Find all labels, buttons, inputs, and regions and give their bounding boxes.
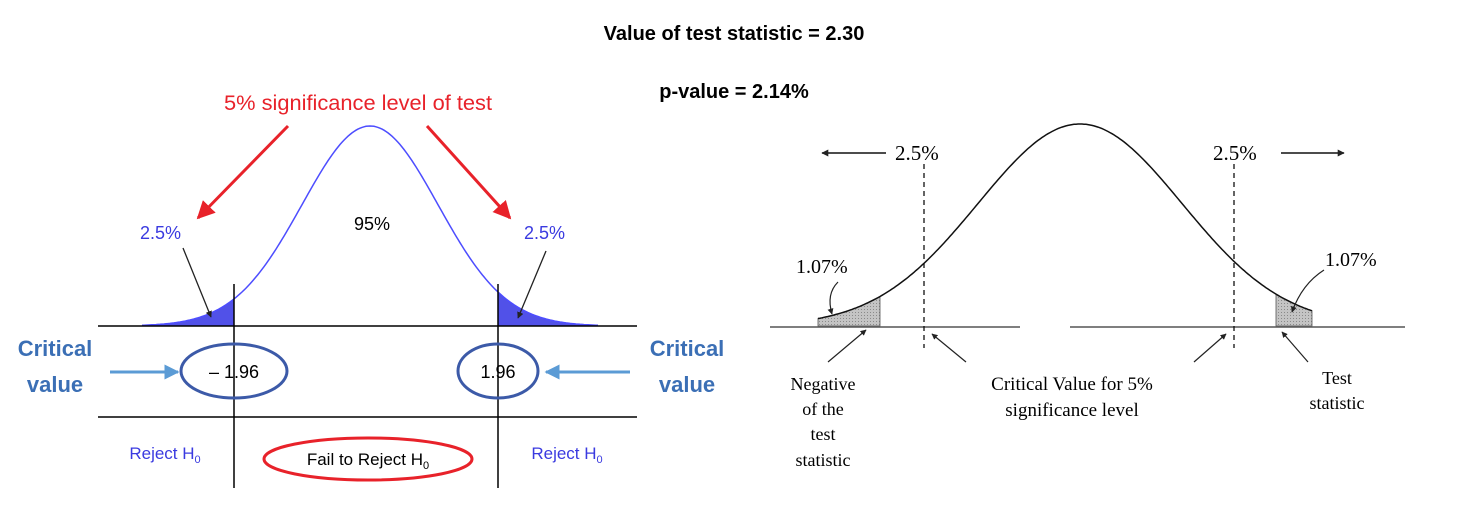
fail-to-reject-ellipse — [262, 436, 474, 482]
pos-critical-value: 1.96 — [480, 362, 515, 382]
p-value-title: p-value = 2.14% — [659, 81, 809, 103]
neg-stat-label-2: of the — [802, 399, 843, 419]
right-tail-area-pointer — [1290, 269, 1325, 313]
left-tail-area-pointer — [827, 281, 839, 315]
critical-label-right-2: value — [659, 372, 715, 397]
crit-value-label-2: significance level — [1005, 400, 1138, 421]
right-red-arrow — [425, 124, 512, 220]
critical-label-left-1: Critical — [18, 336, 93, 361]
center-percent: 95% — [354, 214, 390, 234]
neg-critical-ellipse — [179, 342, 289, 400]
right-diagram: 2.5% 2.5% 1.07% 1.07% Negative of the te… — [770, 123, 1405, 470]
left-tail-pointer — [182, 247, 212, 318]
right-shaded-tail — [1275, 293, 1313, 327]
left-rejection-region — [142, 298, 234, 326]
neg-stat-label-4: statistic — [796, 450, 851, 470]
test-stat-label-2: statistic — [1310, 393, 1365, 413]
neg-stat-pointer — [827, 329, 867, 363]
left-red-arrow — [196, 124, 290, 220]
test-stat-pointer — [1281, 331, 1309, 363]
crit-pointer-left — [931, 333, 967, 363]
neg-critical-value: – 1.96 — [209, 362, 259, 382]
crit-value-label-1: Critical Value for 5% — [991, 374, 1153, 395]
right-rejection-region — [498, 292, 598, 326]
right-alpha-label: 2.5% — [1213, 141, 1257, 165]
right-tail-area: 1.07% — [1325, 249, 1377, 271]
reject-left-label: Reject H0 — [129, 444, 200, 466]
critical-label-left-2: value — [27, 372, 83, 397]
crit-pointer-right — [1193, 333, 1227, 363]
test-stat-label-1: Test — [1322, 368, 1352, 388]
neg-stat-label-1: Negative — [791, 374, 856, 394]
distribution-curve — [817, 123, 1313, 320]
left-diagram: 5% significance level of test 2.5% 95% 2… — [18, 92, 725, 488]
left-alpha-label: 2.5% — [895, 141, 939, 165]
reject-right-label: Reject H0 — [531, 444, 602, 466]
critical-label-right-1: Critical — [650, 336, 725, 361]
significance-level-label: 5% significance level of test — [224, 92, 492, 115]
fail-to-reject-label: Fail to Reject H0 — [307, 450, 429, 472]
pos-critical-ellipse — [456, 342, 540, 400]
left-tail-percent: 2.5% — [140, 223, 181, 243]
neg-stat-label-3: test — [811, 424, 836, 444]
test-statistic-title: Value of test statistic = 2.30 — [604, 23, 865, 45]
right-tail-percent: 2.5% — [524, 223, 565, 243]
left-tail-area: 1.07% — [796, 256, 848, 278]
right-tail-pointer — [517, 250, 547, 319]
